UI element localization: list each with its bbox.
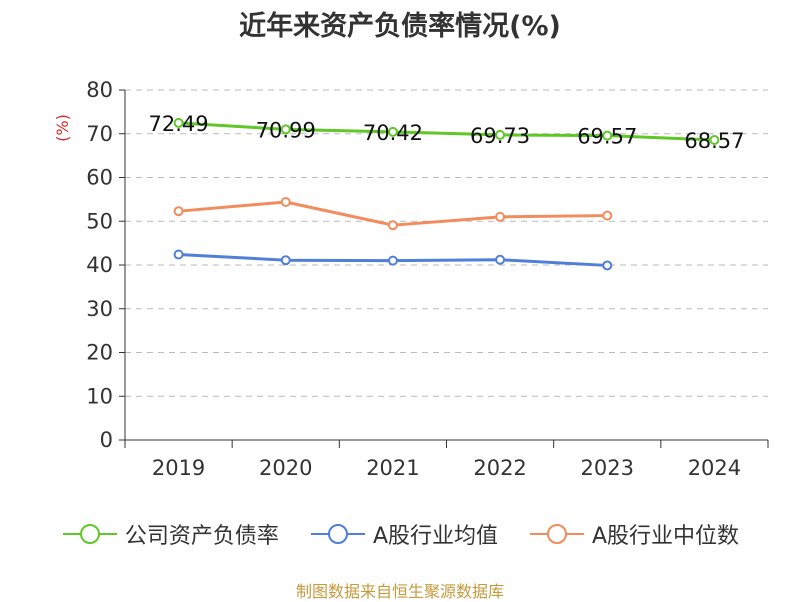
data-point [495,254,506,265]
series-line [178,121,715,142]
y-tick-label: 20 [86,341,113,365]
legend-label: A股行业中位数 [592,524,740,549]
x-tick-label: 2023 [581,456,634,480]
data-point [709,135,720,146]
y-axis-label: (%) [53,114,72,142]
legend-line-circle-icon [310,524,365,544]
grid-lines [125,89,768,397]
y-tick-label: 50 [86,209,113,233]
data-point [280,197,291,207]
legend: 公司资产负债率 A股行业均值 A股行业中位数 [0,518,800,550]
series [173,117,720,271]
data-label: 68.57 [684,129,744,153]
y-tick-label: 40 [86,253,113,277]
x-tick-label: 2021 [366,456,419,480]
legend-label: A股行业均值 [372,524,498,549]
y-tick-label: 30 [86,297,113,321]
data-point [602,210,613,221]
data-label: 69.57 [577,125,637,149]
data-point [602,260,613,271]
y-tick-label: 60 [86,166,113,190]
data-point [387,126,398,137]
data-point [495,211,506,222]
y-tick-label: 10 [86,384,113,408]
legend-line-circle-icon [62,524,117,544]
data-label: 70.99 [256,118,316,142]
x-tick-label: 2020 [259,456,312,480]
legend-line-circle-icon [530,524,584,544]
data-label: 69.73 [470,124,530,148]
y-tick-label: 80 [86,78,113,102]
data-label: 70.42 [363,121,423,145]
legend-circle [327,524,348,544]
source-note: 制图数据来自恒生聚源数据库 [295,582,504,601]
data-point [280,124,291,135]
y-tick-label: 70 [86,122,113,146]
data-labels: 72.49 70.99 70.42 69.73 69.57 68.57 [149,112,745,153]
axes: 0 10 20 30 40 50 60 70 80 2019 2020 2021 2022 2023 202… [86,78,769,480]
data-label: 72.49 [149,112,209,136]
chart-title: 近年来资产负债率情况(%) [239,11,561,42]
data-point [173,206,184,217]
legend-label: 公司资产负债率 [124,524,279,549]
data-point [495,129,506,140]
data-point [387,255,398,266]
data-point [173,249,184,260]
legend-item[interactable]: A股行业中位数 [528,518,739,550]
legend-circle [79,524,100,544]
legend-item[interactable]: A股行业均值 [309,518,498,550]
data-point [387,220,398,231]
data-point [173,117,184,128]
data-point [280,255,291,266]
x-tick-label: 2022 [473,456,526,480]
legend-item[interactable]: 公司资产负债率 [61,518,279,550]
y-tick-label: 0 [100,428,113,452]
x-tick-label: 2024 [688,456,741,480]
data-point [602,130,613,141]
legend-circle [547,524,567,544]
x-tick-label: 2019 [152,456,205,480]
